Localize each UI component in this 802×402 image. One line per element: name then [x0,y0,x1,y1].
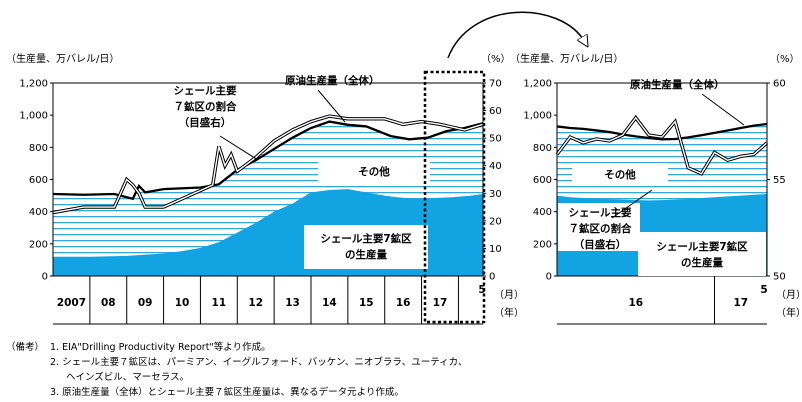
y-right-tick-label: 50 [773,272,786,283]
x-year-label: 17 [733,297,748,309]
x-year-label: 13 [285,297,300,309]
y-left-tick-label: 1,000 [523,111,552,122]
crude-total-label: 原油生産量（全体） [285,74,380,87]
x-year-label: 11 [212,297,227,309]
note-2b: ヘインズビル、マーセラス。 [66,372,190,383]
shale-production-label-line-1: の生産量 [345,248,387,261]
x-year-label: 15 [359,297,374,309]
shale-share-label-line-0: シェール主要 [174,84,237,97]
x-month-label: 5 [760,284,767,296]
y-right-tick-label: 30 [489,189,502,200]
x-year-label: 17 [433,297,448,309]
y-right-tick-label: 0 [489,272,495,283]
x-year-label: 16 [628,297,643,309]
shale-share-label-line-1: ７鉱区の割合 [174,100,237,113]
line-shale-share-inner [52,115,484,214]
other-label-box [318,160,430,182]
shale-production-label-box [304,225,428,269]
y-left-tick-label: 800 [29,143,48,154]
x-year-label: 12 [248,297,263,309]
y-right-tick-label: 60 [489,106,502,117]
note-3: 3. 原油生産量（全体）とシェール主要７鉱区生産量は、異なるデータ元より作成。 [50,387,404,398]
right-chart: 0 200 400 600 800 1,000 1,200 50 55 60 （生産量、万バレル/日… [510,52,802,325]
shale-share-label-right-line-1: ７鉱区の割合 [569,222,632,235]
y-left-tick-label: 400 [533,207,552,218]
shale-share-label-line-2: （目盛右） [179,116,232,129]
y-right-tick-label: 60 [773,79,786,90]
y-left-tick-label: 600 [29,175,48,186]
y-left-axis-title: （生産量、万バレル/日） [510,52,623,65]
zoom-arrow [447,11,585,59]
note-1: 1. EIA"Drilling Productivity Report"等より作… [50,342,271,353]
y-right-axis-title: （%） [770,53,800,65]
other-label-box-right [572,163,668,185]
y-right-axis-title: （%） [481,53,511,65]
shale-share-label-right-line-2: （目盛右） [574,238,627,251]
crude-total-leader [317,89,346,123]
x-year-label: 10 [175,297,190,309]
x-unit-year: （年） [776,306,802,319]
chart-area: 02004006008001,0001,200010203040506070（生… [6,11,802,325]
other-label-right: その他 [604,168,636,181]
x-year-label: 08 [101,297,116,309]
notes-head: （備考） [6,342,45,353]
other-label: その他 [358,165,390,178]
shale-share-label-right-line-0: シェール主要 [569,206,632,219]
x-unit-month: （月） [494,289,524,301]
y-left-tick-label: 200 [29,239,48,250]
x-year-label: 14 [322,297,337,309]
shale-share-label-box-right [558,203,640,251]
y-left-tick-label: 800 [533,143,552,154]
x-unit-year: （年） [494,306,524,319]
line-crude-total [52,120,484,201]
y-left-tick-label: 400 [29,207,48,218]
y-left-tick-label: 200 [533,239,552,250]
crude-total-label-right: 原油生産量（全体） [630,78,725,91]
y-right-tick-label: 55 [773,175,786,186]
y-left-tick-label: 1,000 [19,111,48,122]
y-right-tick-label: 20 [489,216,502,227]
crude-total-leader-right [701,93,745,126]
y-left-tick-label: 600 [533,175,552,186]
y-right-tick-label: 40 [489,161,502,172]
y-right-tick-label: 70 [489,79,502,90]
y-left-tick-label: 1,200 [19,79,48,90]
x-unit-month: （月） [776,289,802,301]
shale-production-label-right-line-0: シェール主要7鉱区 [656,240,748,253]
zoom-highlight-box [423,70,486,324]
shale-production-label-box-right [638,232,766,276]
y-right-tick-label: 50 [489,134,502,145]
line-crude-total [556,122,768,141]
shale-share-leader [219,135,259,161]
x-year-label: 09 [138,297,153,309]
y-right-tick-label: 10 [489,244,502,255]
x-month-label: 5 [478,284,485,296]
left-chart: 0 200 400 600 800 1,000 1,200 0 10 20 30 40 50 60 70 （生… [6,52,524,325]
x-year-label: 16 [396,297,411,309]
y-left-axis-title: （生産量、万バレル/日） [6,52,119,65]
shale-production-label-line-0: シェール主要7鉱区 [320,232,412,245]
y-left-tick-label: 0 [546,272,552,283]
line-shale-share-inner [556,116,768,175]
shale-production-label-right-line-1: の生産量 [681,256,723,269]
note-2: 2. シェール主要７鉱区は、パーミアン、イーグルフォード、バッケン、ニオブララ、… [50,357,468,368]
y-left-tick-label: 1,200 [523,79,552,90]
x-year-label: 2007 [57,297,86,309]
shale-share-leader-right [611,189,653,219]
y-left-tick-label: 0 [42,272,48,283]
